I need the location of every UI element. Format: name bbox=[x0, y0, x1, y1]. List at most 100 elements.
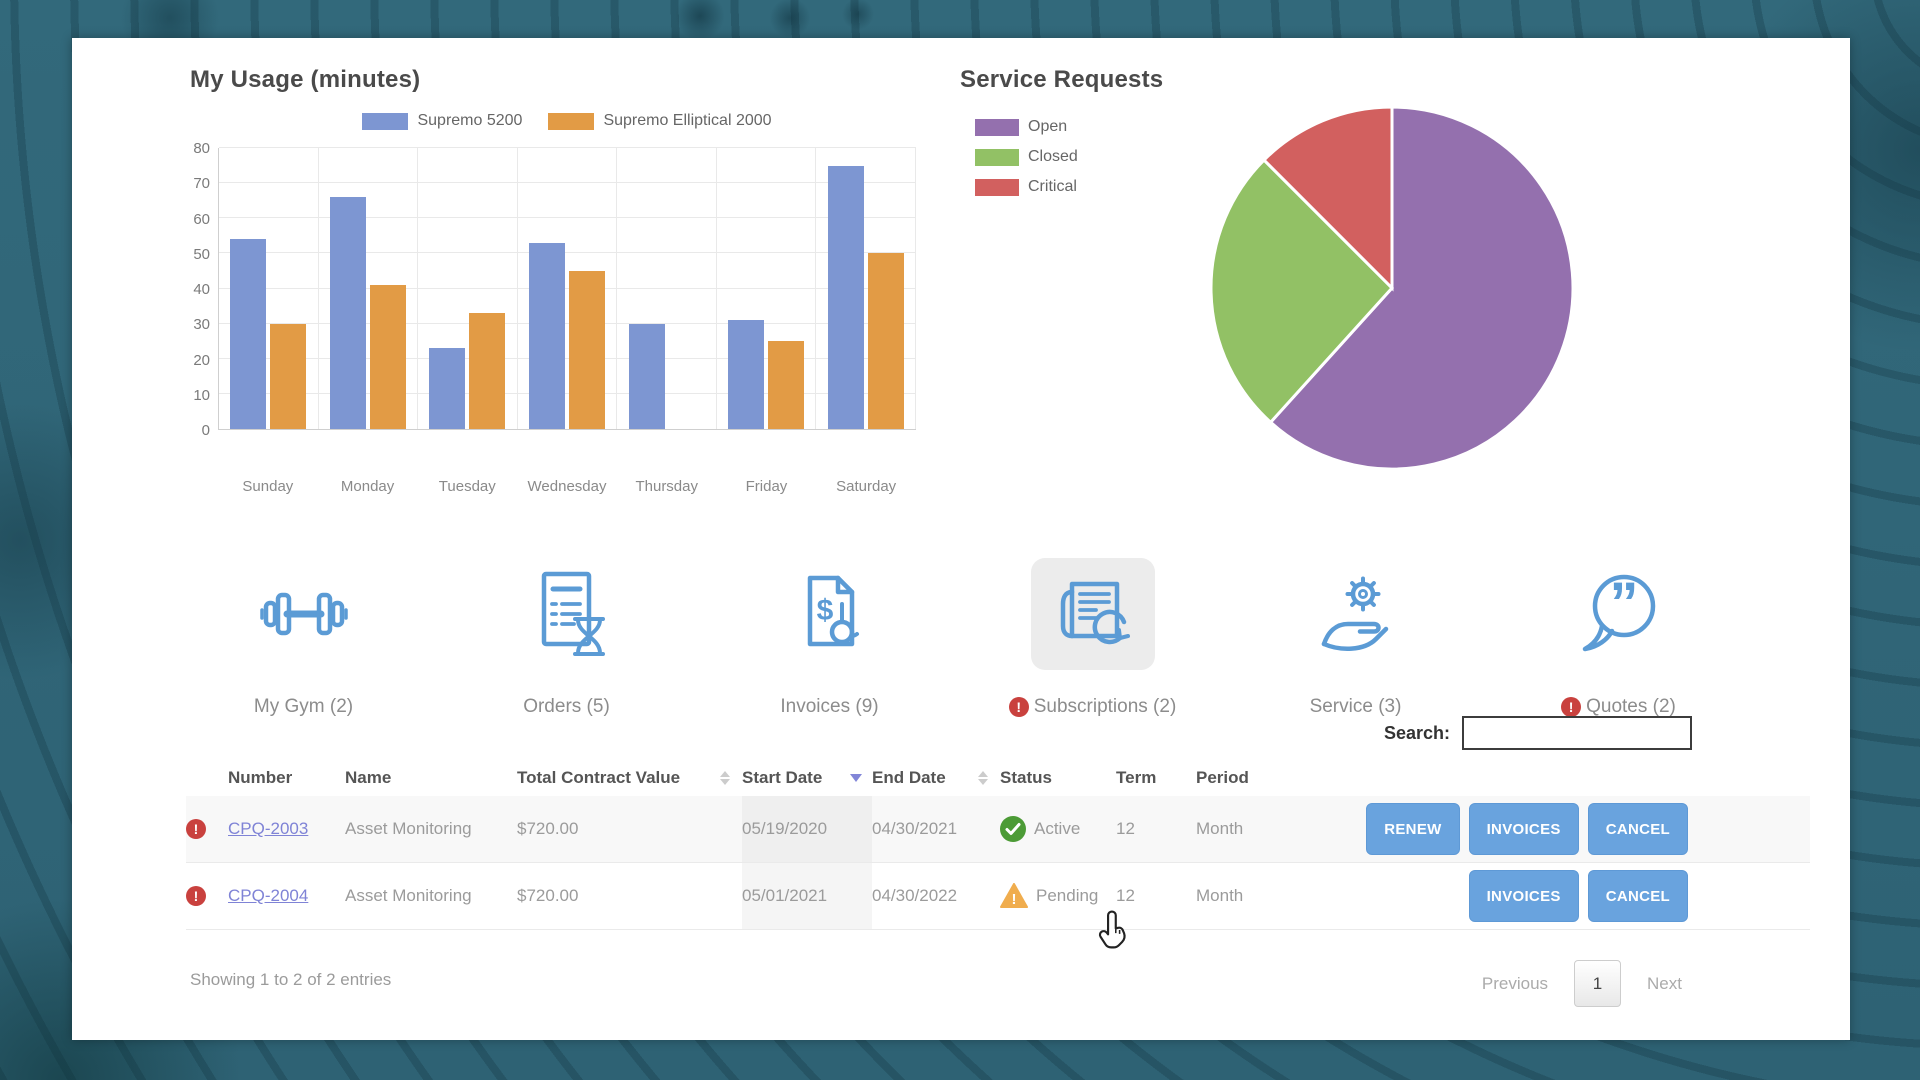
renew-button[interactable]: RENEW bbox=[1366, 803, 1460, 855]
nav-label: Subscriptions (2) bbox=[1033, 696, 1177, 717]
nav-item-subscriptions[interactable]: ! Subscriptions (2) bbox=[961, 558, 1224, 718]
table-row-cpq-2003: ! CPQ-2003 Asset Monitoring $720.00 05/19/20… bbox=[186, 796, 1810, 863]
page-1-button[interactable]: 1 bbox=[1574, 960, 1622, 1007]
module-nav: My Gym (2) Orders (5) $ bbox=[172, 558, 1750, 718]
sort-desc-icon[interactable] bbox=[850, 774, 862, 782]
order-document-hourglass-icon bbox=[541, 571, 605, 656]
bar bbox=[728, 320, 765, 429]
end-date: 04/30/2021 bbox=[872, 819, 958, 838]
bar bbox=[768, 341, 805, 429]
nav-item-service[interactable]: Service (3) bbox=[1224, 558, 1487, 718]
nav-item-my-gym[interactable]: My Gym (2) bbox=[172, 558, 435, 718]
contract-number-link[interactable]: CPQ-2003 bbox=[228, 819, 309, 838]
legend-item-supremo-elliptical-2000: Supremo Elliptical 2000 bbox=[548, 112, 772, 130]
legend-item-supremo-5200: Supremo 5200 bbox=[362, 112, 522, 130]
y-tick: 20 bbox=[193, 351, 210, 369]
col-header-end-date[interactable]: End Date bbox=[872, 768, 1000, 788]
start-date: 05/01/2021 bbox=[742, 863, 872, 929]
bar bbox=[230, 239, 267, 429]
next-button[interactable]: Next bbox=[1647, 973, 1682, 993]
bar bbox=[827, 165, 864, 429]
subscription-newspaper-refresh-icon bbox=[1060, 581, 1130, 645]
nav-item-quotes[interactable]: ” ! Quotes (2) bbox=[1487, 558, 1750, 718]
y-tick: 10 bbox=[193, 386, 210, 404]
y-tick: 60 bbox=[193, 210, 210, 228]
svg-text:$: $ bbox=[816, 594, 833, 627]
pagination: Previous 1 Next bbox=[1482, 960, 1682, 1007]
contract-number-link[interactable]: CPQ-2004 bbox=[228, 886, 309, 905]
col-header-number[interactable]: Number bbox=[228, 768, 293, 787]
bar bbox=[469, 313, 506, 429]
pie-slice-closed bbox=[1209, 157, 1395, 425]
nav-label: Orders (5) bbox=[523, 696, 610, 717]
status-badge: Active bbox=[1000, 816, 1116, 842]
x-tick: Monday bbox=[340, 478, 395, 495]
table-row-cpq-2004: ! CPQ-2004 Asset Monitoring $720.00 05/01/20… bbox=[186, 863, 1810, 930]
bar-group-saturday bbox=[816, 148, 917, 429]
row-actions: INVOICES CANCEL bbox=[1363, 870, 1810, 922]
pie-legend-item-open: Open bbox=[975, 118, 1078, 136]
x-tick: Thursday bbox=[635, 478, 698, 495]
legend-swatch bbox=[548, 112, 595, 130]
cancel-button[interactable]: CANCEL bbox=[1587, 803, 1688, 855]
col-header-term[interactable]: Term bbox=[1116, 768, 1157, 787]
usage-bar-chart bbox=[218, 147, 917, 430]
col-header-start-date[interactable]: Start Date bbox=[742, 768, 872, 788]
usage-chart-x-axis: Sunday Monday Tuesday Wednesday Thursday Frid… bbox=[218, 478, 916, 495]
col-header-period[interactable]: Period bbox=[1196, 768, 1249, 787]
bar bbox=[867, 253, 904, 429]
previous-button[interactable]: Previous bbox=[1481, 973, 1549, 993]
svg-text:!: ! bbox=[1012, 891, 1017, 908]
nav-label: My Gym (2) bbox=[253, 696, 354, 717]
invoices-button[interactable]: INVOICES bbox=[1468, 870, 1579, 922]
pie-slice-critical bbox=[1261, 105, 1394, 292]
total-contract-value: $720.00 bbox=[517, 819, 579, 838]
nav-item-orders[interactable]: Orders (5) bbox=[435, 558, 698, 718]
sort-icons[interactable] bbox=[720, 771, 730, 785]
bar bbox=[329, 197, 366, 429]
usage-chart-y-axis: 0 10 20 30 40 50 60 70 80 bbox=[158, 140, 210, 439]
col-header-status[interactable]: Status bbox=[1000, 768, 1052, 787]
cancel-button[interactable]: CANCEL bbox=[1587, 870, 1688, 922]
pie-legend-item-critical: Critical bbox=[975, 178, 1078, 196]
sort-icons[interactable] bbox=[978, 771, 988, 785]
col-header-total-contract-value[interactable]: Total Contract Value bbox=[517, 768, 742, 788]
y-tick: 30 bbox=[193, 316, 210, 334]
end-date: 04/30/2022 bbox=[872, 886, 958, 905]
term: 12 bbox=[1116, 819, 1135, 838]
start-date: 05/19/2020 bbox=[742, 796, 872, 862]
contract-name: Asset Monitoring bbox=[345, 819, 472, 838]
legend-swatch bbox=[362, 112, 409, 130]
col-header-name[interactable]: Name bbox=[345, 768, 392, 787]
row-actions: RENEW INVOICES CANCEL bbox=[1363, 803, 1810, 855]
bar-group-friday bbox=[717, 148, 817, 429]
contract-name: Asset Monitoring bbox=[345, 886, 472, 905]
legend-swatch bbox=[975, 148, 1019, 166]
legend-label: Closed bbox=[1028, 148, 1078, 165]
search-input[interactable] bbox=[1462, 716, 1692, 750]
invoice-document-icon: $ bbox=[807, 575, 859, 647]
y-tick: 40 bbox=[193, 281, 210, 298]
term: 12 bbox=[1116, 886, 1135, 905]
y-tick: 70 bbox=[193, 175, 210, 193]
bar-group-monday bbox=[319, 148, 419, 429]
nav-item-invoices[interactable]: $ Invoices (9) bbox=[698, 558, 961, 718]
service-requests-legend: Open Closed Critical bbox=[975, 118, 1078, 196]
search-bar: Search: bbox=[72, 716, 1692, 750]
nav-label: Service (3) bbox=[1309, 696, 1402, 717]
invoices-button[interactable]: INVOICES bbox=[1468, 803, 1579, 855]
svg-text:!: ! bbox=[194, 821, 199, 837]
period: Month bbox=[1196, 886, 1244, 905]
pie-legend-item-closed: Closed bbox=[975, 148, 1078, 166]
table-entries-summary: Showing 1 to 2 of 2 entries bbox=[190, 970, 392, 989]
y-tick: 80 bbox=[193, 140, 210, 157]
table-body: ! CPQ-2003 Asset Monitoring $720.00 05/19/20… bbox=[186, 796, 1810, 930]
bar-group-wednesday bbox=[518, 148, 618, 429]
bar bbox=[529, 242, 566, 429]
legend-swatch bbox=[975, 118, 1019, 136]
x-tick: Tuesday bbox=[438, 478, 496, 495]
subscriptions-alert-icon: ! bbox=[1008, 697, 1029, 717]
quotes-alert-icon: ! bbox=[1561, 697, 1582, 717]
bar bbox=[628, 323, 665, 429]
